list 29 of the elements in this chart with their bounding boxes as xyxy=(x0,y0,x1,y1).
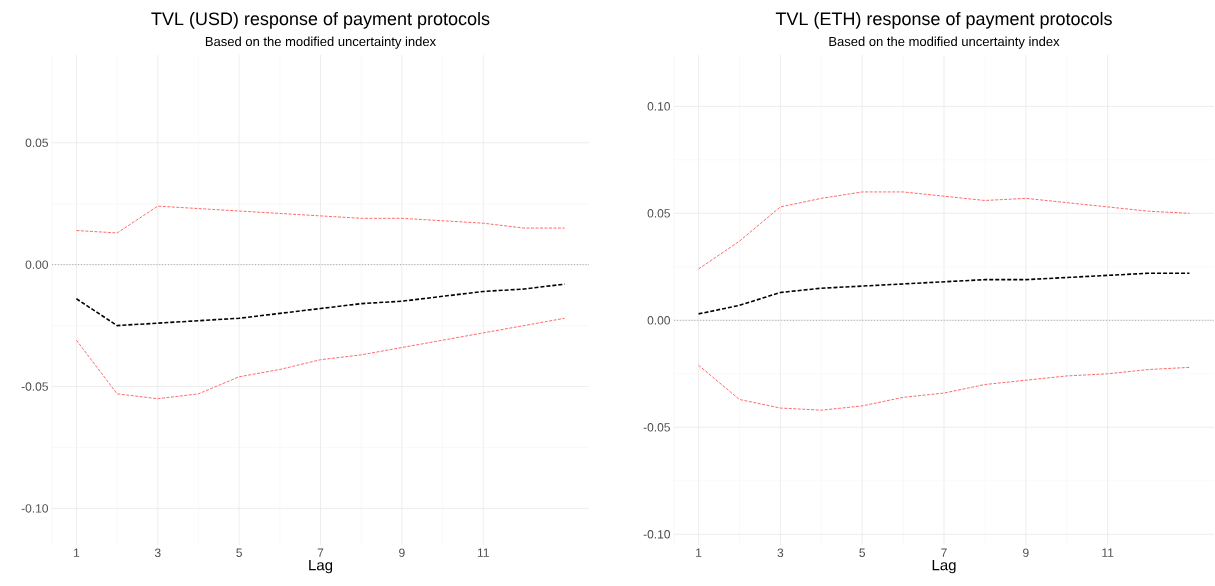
x-tick-label: 9 xyxy=(399,548,405,558)
x-tick-label: 1 xyxy=(74,548,80,557)
x-axis-title: Lag xyxy=(932,559,956,574)
y-tick-label: -0.05 xyxy=(21,382,48,391)
chart-subtitle: Based on the modified uncertainty index xyxy=(205,36,436,49)
y-tick-label: 0.00 xyxy=(647,316,671,325)
y-tick-label: 0.05 xyxy=(647,209,670,218)
y-tick-label: 0.10 xyxy=(647,102,671,111)
chart-title: TVL (USD) response of payment protocols xyxy=(151,11,490,29)
line-series xyxy=(698,191,1190,270)
y-tick-label: -0.10 xyxy=(21,504,49,513)
x-tick-label: 11 xyxy=(477,548,489,557)
x-tick-label: 7 xyxy=(317,548,324,557)
x-tick-label: 1 xyxy=(696,548,702,557)
x-tick-label: 5 xyxy=(236,548,242,557)
y-tick-label: 0.00 xyxy=(25,260,49,269)
x-tick-label: 3 xyxy=(154,548,161,558)
x-tick-label: 11 xyxy=(1102,548,1114,557)
y-tick-label: -0.10 xyxy=(643,530,671,539)
x-tick-label: 9 xyxy=(1023,548,1029,558)
x-axis-title: Lag xyxy=(309,559,333,574)
chart-subtitle: Based on the modified uncertainty index xyxy=(829,36,1060,49)
line-series xyxy=(698,364,1190,411)
x-tick-label: 3 xyxy=(777,548,784,558)
y-tick-label: 0.05 xyxy=(25,138,48,147)
x-tick-label: 7 xyxy=(941,548,947,557)
chart-title: TVL (ETH) response of payment protocols xyxy=(775,11,1112,29)
y-tick-label: -0.05 xyxy=(643,423,670,432)
x-tick-label: 5 xyxy=(859,548,866,557)
